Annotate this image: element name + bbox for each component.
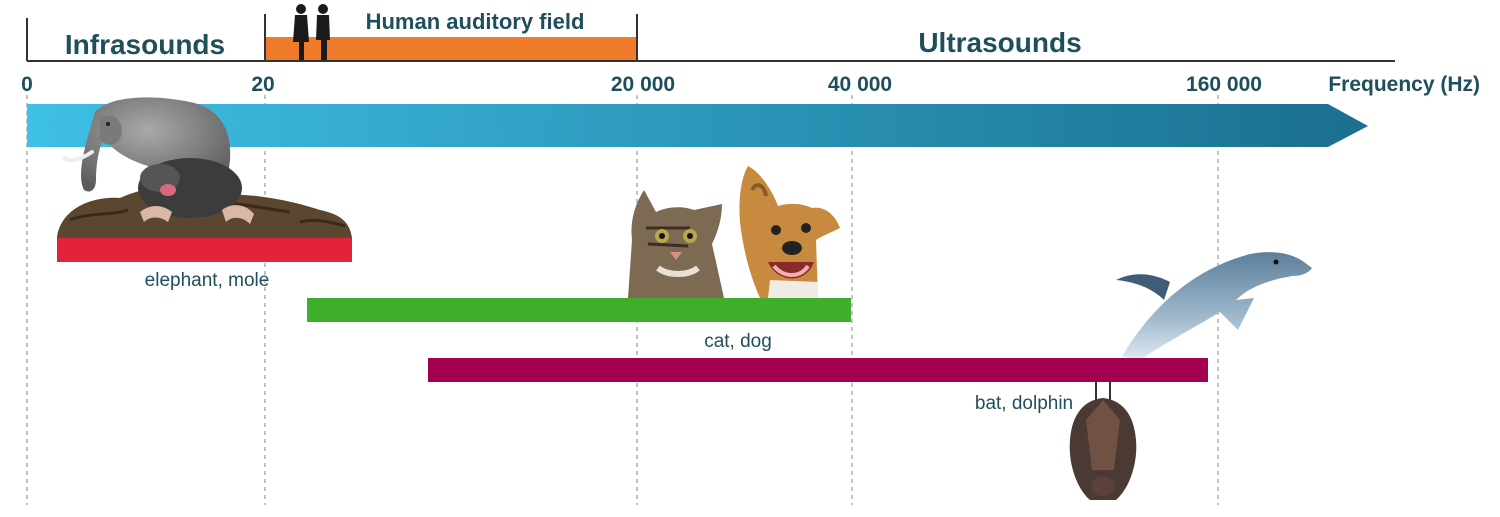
mole-icon — [138, 158, 254, 224]
bat-icon — [1069, 382, 1137, 500]
tick-label-20: 20 — [251, 73, 274, 96]
infrasounds-label: Infrasounds — [65, 29, 225, 60]
range-label-bat-dolphin: bat, dolphin — [975, 393, 1073, 414]
range-bar-elephant-mole — [57, 238, 352, 262]
frequency-arrow — [27, 104, 1368, 147]
tick-label-20000: 20 000 — [611, 73, 675, 96]
region-header: Infrasounds Human auditory field Ultraso… — [26, 4, 1395, 62]
human-auditory-band — [265, 37, 637, 61]
tick-label-160000: 160 000 — [1186, 73, 1262, 96]
human-auditory-field-label: Human auditory field — [366, 9, 585, 34]
dog-icon — [739, 166, 840, 298]
ultrasounds-label: Ultrasounds — [918, 27, 1081, 58]
range-bar-bat-dolphin — [428, 358, 1208, 382]
dolphin-icon — [1116, 252, 1312, 360]
elephant-mole-illustration — [57, 97, 352, 238]
frequency-axis-label: Frequency (Hz) — [1328, 73, 1480, 96]
range-label-cat-dog: cat, dog — [704, 331, 772, 352]
tick-label-0: 0 — [21, 73, 33, 96]
hearing-ranges: elephant, mole cat, dog bat, dolphin — [57, 238, 1208, 414]
axis-ticks: 0 20 20 000 40 000 160 000 Frequency (Hz… — [21, 73, 1480, 96]
human-silhouettes-icon — [293, 4, 330, 60]
range-label-elephant-mole: elephant, mole — [145, 270, 270, 291]
range-bar-cat-dog — [307, 298, 851, 322]
cat-icon — [628, 190, 724, 298]
cat-dog-illustration — [628, 166, 840, 298]
tick-label-40000: 40 000 — [828, 73, 892, 96]
